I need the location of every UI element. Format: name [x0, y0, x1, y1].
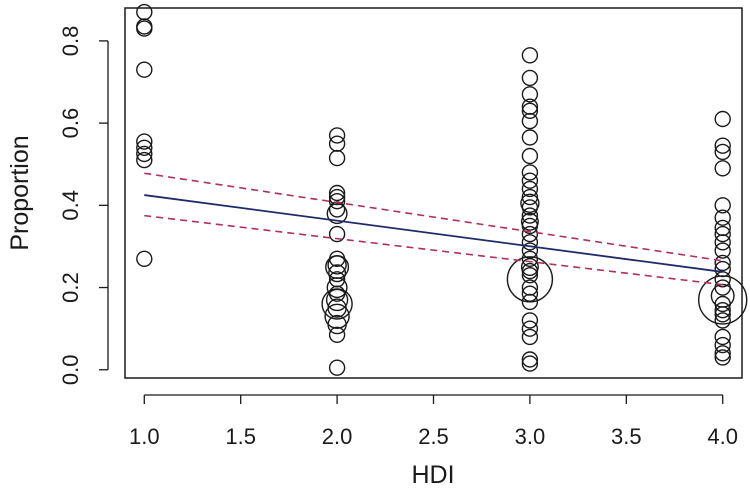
data-point	[714, 143, 731, 161]
data-point	[521, 234, 539, 251]
data-point	[321, 288, 353, 320]
data-point	[521, 293, 539, 311]
x-tick-label: 2.0	[322, 424, 353, 449]
data-point	[136, 250, 153, 267]
fit-line	[144, 194, 723, 273]
data-point	[521, 320, 539, 337]
data-point	[714, 345, 731, 362]
data-point	[714, 260, 731, 278]
data-point	[714, 225, 731, 243]
data-point	[328, 184, 346, 202]
data-point	[327, 314, 347, 335]
y-tick-label: 0.6	[58, 108, 83, 139]
x-tick-label: 1.0	[129, 424, 160, 449]
data-point	[328, 127, 346, 144]
data-point	[521, 172, 539, 189]
data-point	[521, 351, 539, 368]
data-point	[520, 193, 540, 214]
x-tick-label: 2.5	[418, 424, 449, 449]
data-point	[698, 275, 748, 325]
data-point	[328, 326, 346, 343]
data-point	[328, 359, 346, 376]
y-tick-label: 0.0	[58, 355, 83, 386]
x-axis-title: HDI	[411, 461, 454, 489]
data-point	[326, 277, 348, 299]
data-point	[328, 285, 346, 302]
data-point	[521, 250, 539, 267]
data-point	[521, 285, 539, 302]
data-point	[714, 302, 731, 319]
ci-upper-line	[144, 172, 723, 262]
x-tick-label: 4.0	[707, 424, 738, 449]
data-point	[714, 295, 731, 313]
data-point	[521, 180, 539, 198]
y-tick-label: 0.2	[58, 272, 83, 303]
data-point	[714, 279, 731, 296]
y-axis-title: Proportion	[6, 135, 34, 250]
plot-frame	[124, 7, 743, 379]
data-point	[714, 209, 731, 226]
data-point	[324, 303, 350, 329]
data-point	[521, 312, 539, 329]
data-point	[521, 112, 539, 130]
data-point	[714, 312, 731, 329]
data-point	[521, 207, 539, 224]
data-point	[714, 254, 731, 272]
axes-layer: 1.0 1.5 2.0 2.5 3.0 3.5 4.0 0.0 0.2 0.4 0.6 0.8	[58, 26, 738, 449]
data-point	[714, 160, 731, 177]
data-point	[714, 197, 731, 214]
data-point	[136, 20, 153, 37]
data-point	[521, 217, 539, 235]
data-point	[714, 242, 731, 259]
data-point	[714, 328, 731, 346]
data-point	[136, 151, 153, 169]
data-point	[521, 279, 539, 296]
y-tick-label: 0.4	[58, 190, 83, 221]
x-tick-label: 3.5	[611, 424, 642, 449]
data-point	[328, 135, 346, 152]
data-point	[521, 262, 539, 280]
data-point	[521, 328, 539, 346]
data-point	[328, 264, 347, 283]
data-point	[136, 145, 153, 163]
data-point	[714, 137, 731, 154]
data-layer	[136, 3, 748, 376]
data-point	[521, 188, 539, 206]
data-point	[328, 225, 346, 243]
data-point	[521, 225, 539, 243]
data-point	[521, 69, 539, 87]
data-point	[328, 188, 346, 206]
data-point	[521, 199, 539, 216]
data-point	[520, 258, 539, 277]
data-point	[328, 250, 346, 267]
data-point	[136, 133, 153, 150]
data-point	[136, 3, 153, 21]
data-point	[521, 47, 539, 64]
data-point	[521, 164, 539, 181]
data-point	[136, 61, 153, 78]
data-point	[714, 110, 731, 128]
data-point	[521, 102, 539, 120]
data-point	[521, 147, 539, 165]
x-tick-label: 1.5	[225, 424, 256, 449]
x-tick-label: 3.0	[515, 424, 546, 449]
data-point	[714, 349, 731, 366]
data-point	[521, 86, 539, 103]
data-point	[520, 212, 539, 231]
data-point	[714, 234, 731, 251]
ci-lower-line	[144, 214, 723, 286]
data-point	[521, 267, 539, 284]
data-point	[521, 355, 539, 372]
y-tick-label: 0.8	[58, 26, 83, 57]
data-point	[714, 336, 731, 354]
data-point	[521, 129, 539, 146]
data-point	[136, 139, 153, 157]
data-point	[714, 306, 731, 323]
data-point	[328, 192, 346, 210]
data-point	[326, 203, 348, 225]
data-point	[328, 149, 346, 167]
